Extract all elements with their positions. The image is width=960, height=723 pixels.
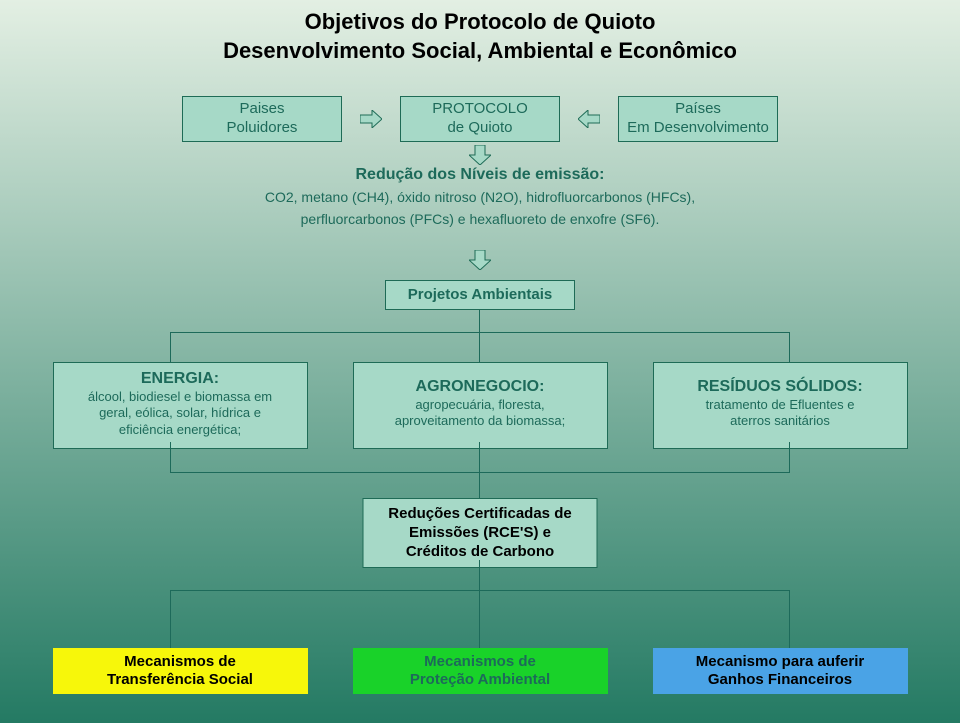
label: Emissões (RCE'S) e xyxy=(409,524,551,543)
label: aproveitamento da biomassa; xyxy=(395,413,566,429)
label: Mecanismo para auferir xyxy=(696,653,864,671)
box-protecao-ambiental: Mecanismos de Proteção Ambiental xyxy=(353,648,608,694)
label: RESÍDUOS SÓLIDOS: xyxy=(697,377,862,397)
label: Mecanismos de xyxy=(107,653,253,671)
connector xyxy=(170,472,790,473)
connector xyxy=(479,442,480,472)
bottom-row: Mecanismos de Transferência Social Mecan… xyxy=(0,648,960,694)
label: eficiência energética; xyxy=(119,422,241,438)
connector xyxy=(479,332,480,362)
box-agronegocio: AGRONEGOCIO: agropecuária, floresta, apr… xyxy=(353,362,608,449)
label: Transferência Social xyxy=(107,671,253,689)
box-rce: Reduções Certificadas de Emissões (RCE'S… xyxy=(363,498,598,568)
arrow-right-icon xyxy=(360,110,382,128)
connector xyxy=(170,332,790,333)
label: geral, eólica, solar, hídrica e xyxy=(99,405,261,421)
label: aterros sanitários xyxy=(730,413,830,429)
arrow-down-icon xyxy=(469,145,491,165)
title-line1: Objetivos do Protocolo de Quioto xyxy=(0,8,960,37)
box-protocolo: PROTOCOLO de Quioto xyxy=(400,96,560,142)
box-energia: ENERGIA: álcool, biodiesel e biomassa em… xyxy=(53,362,308,449)
connector xyxy=(479,560,480,590)
emission-text2: perfluorcarbonos (PFCs) e hexafluoreto d… xyxy=(180,210,780,228)
arrow-left-icon xyxy=(578,110,600,128)
label: álcool, biodiesel e biomassa em xyxy=(88,389,272,405)
connector xyxy=(789,332,790,362)
label: Em Desenvolvimento xyxy=(627,119,769,138)
arrow-down-icon xyxy=(469,250,491,270)
emission-title: Redução dos Níveis de emissão: xyxy=(180,166,780,184)
label: Ganhos Financeiros xyxy=(696,671,864,689)
label: PROTOCOLO xyxy=(432,100,528,119)
box-ganhos-financeiros: Mecanismo para auferir Ganhos Financeiro… xyxy=(653,648,908,694)
connector xyxy=(479,472,480,498)
label: Créditos de Carbono xyxy=(406,543,554,562)
connector xyxy=(479,590,480,648)
box-poluidores: Paises Poluidores xyxy=(182,96,342,142)
title-line2: Desenvolvimento Social, Ambiental e Econ… xyxy=(0,37,960,66)
label: Paises xyxy=(239,100,284,119)
label: AGRONEGOCIO: xyxy=(416,377,545,397)
box-desenvolvimento: Países Em Desenvolvimento xyxy=(618,96,778,142)
connector xyxy=(170,590,171,648)
label: Países xyxy=(675,100,721,119)
connector xyxy=(479,310,480,332)
label: Proteção Ambiental xyxy=(410,671,550,689)
label: Reduções Certificadas de xyxy=(388,505,571,524)
connector xyxy=(170,332,171,362)
page-title: Objetivos do Protocolo de Quioto Desenvo… xyxy=(0,0,960,65)
emission-text1: CO2, metano (CH4), óxido nitroso (N2O), … xyxy=(180,188,780,206)
categories-row: ENERGIA: álcool, biodiesel e biomassa em… xyxy=(0,362,960,449)
top-row: Paises Poluidores PROTOCOLO de Quioto Pa… xyxy=(0,96,960,142)
emission-block: Redução dos Níveis de emissão: CO2, meta… xyxy=(180,166,780,228)
connector xyxy=(170,590,790,591)
label: de Quioto xyxy=(447,119,512,138)
connector xyxy=(789,590,790,648)
connector xyxy=(789,442,790,472)
label: ENERGIA: xyxy=(141,369,219,389)
box-projetos: Projetos Ambientais xyxy=(385,280,575,310)
connector xyxy=(170,442,171,472)
label: Poluidores xyxy=(227,119,298,138)
label: agropecuária, floresta, xyxy=(415,397,544,413)
box-transferencia-social: Mecanismos de Transferência Social xyxy=(53,648,308,694)
box-residuos: RESÍDUOS SÓLIDOS: tratamento de Efluente… xyxy=(653,362,908,449)
label: Mecanismos de xyxy=(410,653,550,671)
label: tratamento de Efluentes e xyxy=(706,397,855,413)
